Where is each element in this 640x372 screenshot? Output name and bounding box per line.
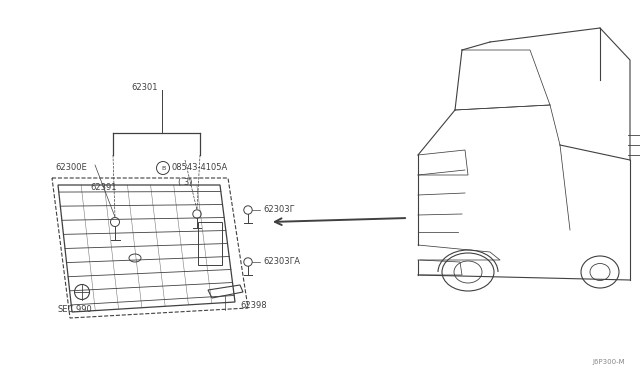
Text: SEC.990: SEC.990 [58,305,93,314]
Text: 08543-4105A: 08543-4105A [172,164,228,173]
Text: 62301: 62301 [132,83,158,93]
Text: 62398: 62398 [240,301,267,310]
Text: J6P300-M: J6P300-M [593,359,625,365]
Text: B: B [161,166,165,170]
Text: 62300E: 62300E [55,164,87,173]
Bar [198,222,222,265]
Text: 62303Γ: 62303Γ [263,205,294,215]
Text: 62391: 62391 [90,183,116,192]
Text: 62303ΓA: 62303ΓA [263,257,300,266]
Text: ( 3): ( 3) [178,179,193,187]
